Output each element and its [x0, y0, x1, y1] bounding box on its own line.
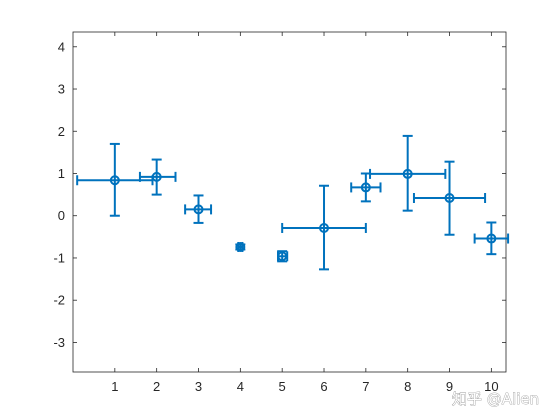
plot-area	[72, 31, 507, 373]
x-tick-label: 5	[279, 379, 286, 394]
y-tick-label: 3	[58, 82, 65, 97]
data-point-marker	[360, 182, 371, 193]
data-point-marker	[319, 222, 330, 233]
data-point-marker	[109, 175, 120, 186]
data-point-group	[235, 241, 246, 252]
x-tick-label: 10	[484, 379, 498, 394]
data-point-group	[276, 250, 289, 263]
data-point-group	[281, 184, 367, 271]
x-tick-label: 8	[404, 379, 411, 394]
y-tick-label: 1	[58, 166, 65, 181]
y-tick-label: -3	[53, 335, 65, 350]
data-point-marker	[193, 204, 204, 215]
x-tick-label: 6	[320, 379, 327, 394]
x-tick-label: 1	[111, 379, 118, 394]
data-point-group	[412, 160, 487, 236]
x-tick-label: 3	[195, 379, 202, 394]
data-point-marker	[235, 241, 246, 252]
x-tick-label: 4	[237, 379, 244, 394]
y-tick-label: 2	[58, 124, 65, 139]
data-point-group	[184, 194, 213, 224]
y-tick-label: 4	[58, 39, 65, 54]
data-marks	[76, 134, 510, 271]
data-point-group	[138, 158, 177, 196]
data-point-marker	[444, 192, 455, 203]
data-point-group	[350, 172, 382, 203]
x-tick-label: 9	[446, 379, 453, 394]
y-tick-label: -1	[53, 250, 65, 265]
x-tick-label: 2	[153, 379, 160, 394]
data-point-marker	[486, 233, 497, 244]
data-point-marker	[151, 171, 162, 182]
axis-tick-labels: 1 2 3 4 5 6 7 8 9 10 -3 -2 -1 0 1 2 3 4	[53, 39, 498, 394]
axes-box	[72, 31, 507, 373]
axis-ticks	[73, 32, 506, 372]
x-tick-label: 7	[362, 379, 369, 394]
data-point-marker	[277, 251, 288, 262]
data-point-group	[473, 221, 510, 256]
data-point-group	[369, 134, 447, 212]
y-tick-label: 0	[58, 208, 65, 223]
data-point-marker	[402, 168, 413, 179]
watermark-text: 知乎 @Alien	[452, 390, 539, 408]
y-tick-label: -2	[53, 293, 65, 308]
